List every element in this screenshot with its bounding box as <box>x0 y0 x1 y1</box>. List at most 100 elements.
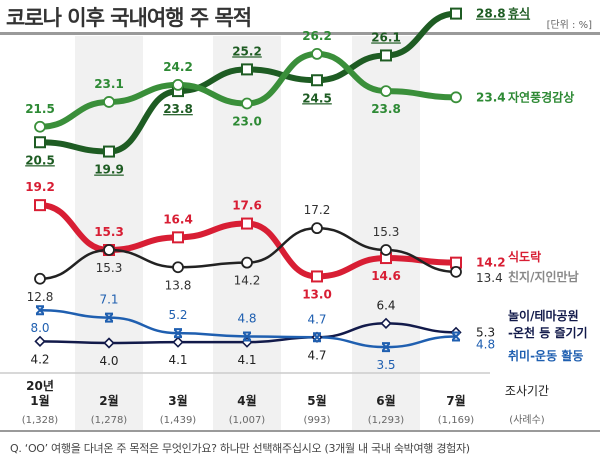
data-label: 4.0 <box>99 354 118 368</box>
marker-hobby <box>381 342 391 353</box>
x-tick-label: 4월 <box>237 393 256 408</box>
marker-rest <box>103 145 115 158</box>
marker-food <box>172 231 184 244</box>
month-band <box>352 36 420 430</box>
chart-title: 코로나 이후 국내여행 주 목적 <box>6 6 252 30</box>
sample-size-label: (1,278) <box>91 415 128 426</box>
data-label: 5.3 <box>476 325 495 339</box>
data-label: 23.1 <box>94 77 124 91</box>
marker-friends <box>380 244 392 256</box>
data-label: 7.1 <box>99 293 118 307</box>
data-label: 13.0 <box>302 287 332 301</box>
data-label: 26.2 <box>302 29 332 43</box>
marker-food <box>34 199 46 212</box>
marker-hobby <box>451 331 461 342</box>
marker-rest <box>450 7 462 20</box>
data-label: 28.8 <box>476 7 506 21</box>
marker-themepark <box>34 335 46 347</box>
marker-themepark <box>172 336 184 348</box>
marker-friends <box>103 244 115 256</box>
data-label: 6.4 <box>376 298 395 312</box>
data-label: 24.5 <box>302 91 332 105</box>
data-label: 4.8 <box>237 311 256 325</box>
top-divider <box>0 32 600 35</box>
data-label: 5.2 <box>168 308 187 322</box>
data-label: 13.8 <box>165 278 192 292</box>
x-tick-label: 7월 <box>446 393 465 408</box>
legend-hobby: 취미-운동 활동 <box>508 348 583 363</box>
marker-themepark <box>103 337 115 349</box>
sample-size-label: (1,439) <box>160 415 197 426</box>
data-label: 4.2 <box>30 352 49 366</box>
year-label: 20년 <box>26 379 54 393</box>
sample-size-label: (1,293) <box>368 415 405 426</box>
marker-rest <box>311 74 323 87</box>
marker-nature <box>103 96 115 108</box>
data-label: 4.1 <box>168 353 187 367</box>
marker-nature <box>311 48 323 60</box>
data-label: 15.3 <box>96 261 123 275</box>
data-label: 3.5 <box>376 358 395 372</box>
data-label: 4.8 <box>476 337 495 351</box>
data-label: 23.8 <box>371 102 401 116</box>
marker-nature <box>172 79 184 91</box>
data-label: 19.2 <box>25 180 55 194</box>
period-axis-label: 조사기간 <box>505 384 549 398</box>
data-label: 23.4 <box>476 90 506 104</box>
marker-hobby <box>35 305 45 316</box>
marker-hobby <box>104 312 114 323</box>
marker-hobby <box>173 328 183 339</box>
sample-size-label: (1,169) <box>438 415 475 426</box>
data-label: 21.5 <box>25 102 55 116</box>
marker-friends <box>311 222 323 235</box>
data-label: 23.8 <box>163 102 193 116</box>
data-label: 14.2 <box>234 274 261 288</box>
marker-nature <box>34 120 46 133</box>
data-label: 16.4 <box>163 212 193 226</box>
marker-nature <box>241 97 253 110</box>
legend-friends: 친지/지인만남 <box>508 269 579 284</box>
sample-size-label: (993) <box>304 415 331 426</box>
marker-hobby <box>242 331 252 342</box>
marker-nature <box>450 91 462 104</box>
data-label: 23.0 <box>232 115 262 129</box>
marker-friends <box>241 256 253 269</box>
data-label: 15.3 <box>373 225 400 239</box>
data-label: 17.6 <box>232 199 262 213</box>
data-label: 26.1 <box>371 30 401 44</box>
marker-friends <box>34 272 46 285</box>
data-label: 17.2 <box>304 203 331 217</box>
marker-food <box>241 217 253 230</box>
x-tick-label: 1월 <box>30 393 49 408</box>
x-tick-label: 2월 <box>99 393 118 408</box>
marker-rest <box>380 49 392 62</box>
bottom-divider <box>0 430 600 432</box>
marker-rest <box>241 63 253 76</box>
legend-themepark-line1: 놀이/테마공원 <box>508 308 579 323</box>
marker-nature <box>380 85 392 97</box>
marker-hobby <box>312 332 322 343</box>
data-label: 19.9 <box>94 163 124 177</box>
marker-friends <box>450 265 462 278</box>
footnote: Q. ‘OO’ 여행을 다녀온 주 목적은 무엇인가요? 하나만 선택해주십시오… <box>10 442 470 455</box>
marker-themepark <box>380 317 392 329</box>
x-tick-label: 3월 <box>168 393 187 408</box>
marker-rest <box>34 136 46 149</box>
data-label: 8.0 <box>30 321 49 335</box>
sample-size-label: (1,328) <box>22 415 59 426</box>
data-label: 20.5 <box>25 153 55 167</box>
x-tick-label: 5월 <box>307 393 326 408</box>
data-label: 15.3 <box>94 225 124 239</box>
data-label: 24.2 <box>163 60 193 74</box>
data-label: 25.2 <box>232 44 262 58</box>
data-label: 4.7 <box>307 348 326 362</box>
marker-food <box>311 270 323 283</box>
data-label: 13.4 <box>476 271 503 285</box>
data-label: 4.7 <box>307 312 326 326</box>
sample-size-label: (1,007) <box>229 415 266 426</box>
data-label: 14.2 <box>476 256 506 270</box>
legend-rest: 휴식 <box>508 6 530 21</box>
samples-axis-label: (사례수) <box>509 414 545 426</box>
legend-themepark-line2: -온천 등 즐기기 <box>508 325 588 340</box>
